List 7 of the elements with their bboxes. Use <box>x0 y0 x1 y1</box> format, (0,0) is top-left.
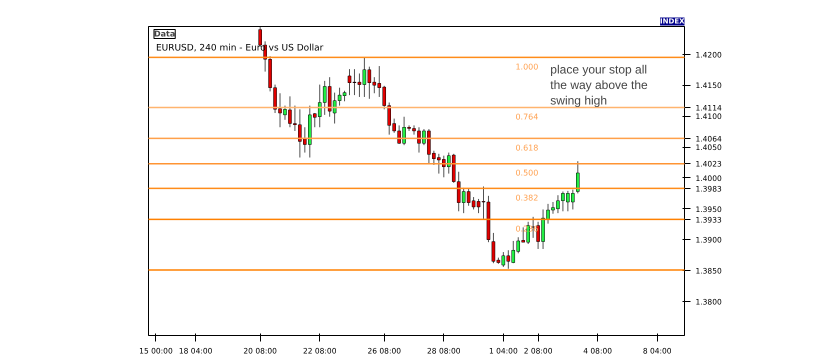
annotation: 0.764 <box>515 112 538 122</box>
annotation: place your stop all the way above the swing high <box>550 62 648 108</box>
annotation: 0.500 <box>515 168 538 178</box>
annotation: 0.618 <box>515 143 538 152</box>
candlestick <box>576 160 580 194</box>
annotation: 0.382 <box>515 193 538 202</box>
annotation: 1.000 <box>515 62 538 72</box>
